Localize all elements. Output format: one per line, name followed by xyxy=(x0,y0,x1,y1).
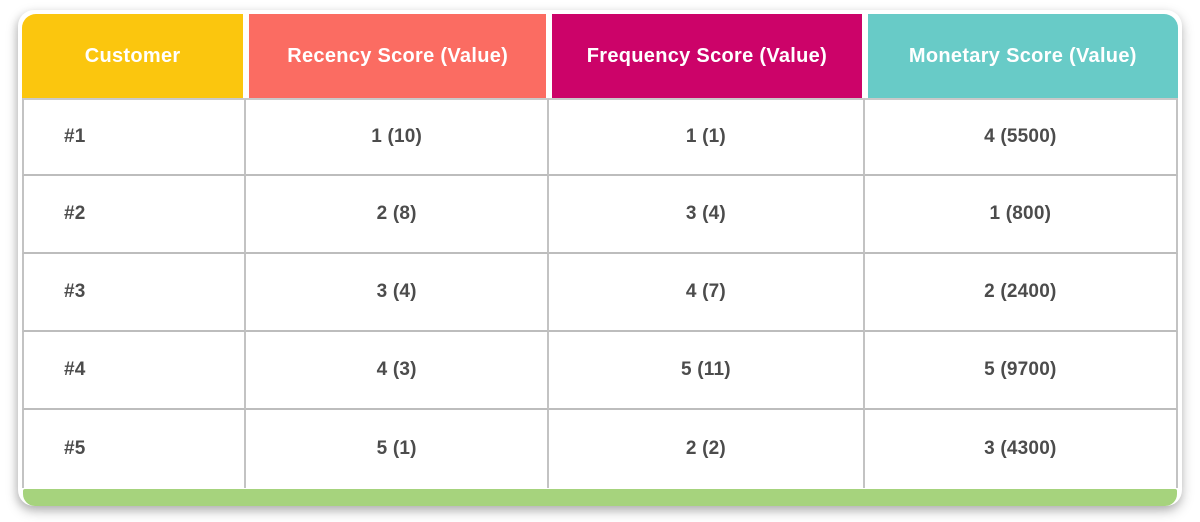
cell-frequency: 4 (7) xyxy=(549,254,865,332)
table-row: #2 2 (8) 3 (4) 1 (800) xyxy=(22,176,1178,254)
cell-recency: 1 (10) xyxy=(246,98,550,176)
cell-recency: 3 (4) xyxy=(246,254,550,332)
table-row: #4 4 (3) 5 (11) 5 (9700) xyxy=(22,332,1178,410)
table-row: #3 3 (4) 4 (7) 2 (2400) xyxy=(22,254,1178,332)
cell-customer: #4 xyxy=(22,332,247,410)
table-row: #5 5 (1) 2 (2) 3 (4300) xyxy=(22,410,1178,488)
cell-frequency: 2 (2) xyxy=(549,410,865,488)
cell-frequency: 1 (1) xyxy=(549,98,865,176)
cell-recency: 5 (1) xyxy=(246,410,550,488)
table-row: #1 1 (10) 1 (1) 4 (5500) xyxy=(22,98,1178,176)
cell-recency: 2 (8) xyxy=(246,176,550,254)
cell-customer: #2 xyxy=(22,176,247,254)
cell-customer: #1 xyxy=(22,98,247,176)
cell-monetary: 4 (5500) xyxy=(864,98,1178,176)
cell-monetary: 5 (9700) xyxy=(864,332,1178,410)
column-header-frequency: Frequency Score (Value) xyxy=(552,14,862,98)
cell-recency: 4 (3) xyxy=(246,332,550,410)
column-header-recency: Recency Score (Value) xyxy=(249,14,547,98)
column-header-monetary: Monetary Score (Value) xyxy=(867,14,1178,98)
cell-monetary: 2 (2400) xyxy=(864,254,1178,332)
cell-monetary: 3 (4300) xyxy=(864,410,1178,488)
cell-customer: #5 xyxy=(22,410,247,488)
footer-accent-bar xyxy=(23,489,1177,506)
cell-monetary: 1 (800) xyxy=(864,176,1178,254)
rfm-table-card: Customer Recency Score (Value) Frequency… xyxy=(18,10,1182,506)
table-header-row: Customer Recency Score (Value) Frequency… xyxy=(22,14,1178,98)
cell-customer: #3 xyxy=(22,254,247,332)
cell-frequency: 3 (4) xyxy=(549,176,865,254)
column-header-customer: Customer xyxy=(22,14,244,98)
cell-frequency: 5 (11) xyxy=(549,332,865,410)
